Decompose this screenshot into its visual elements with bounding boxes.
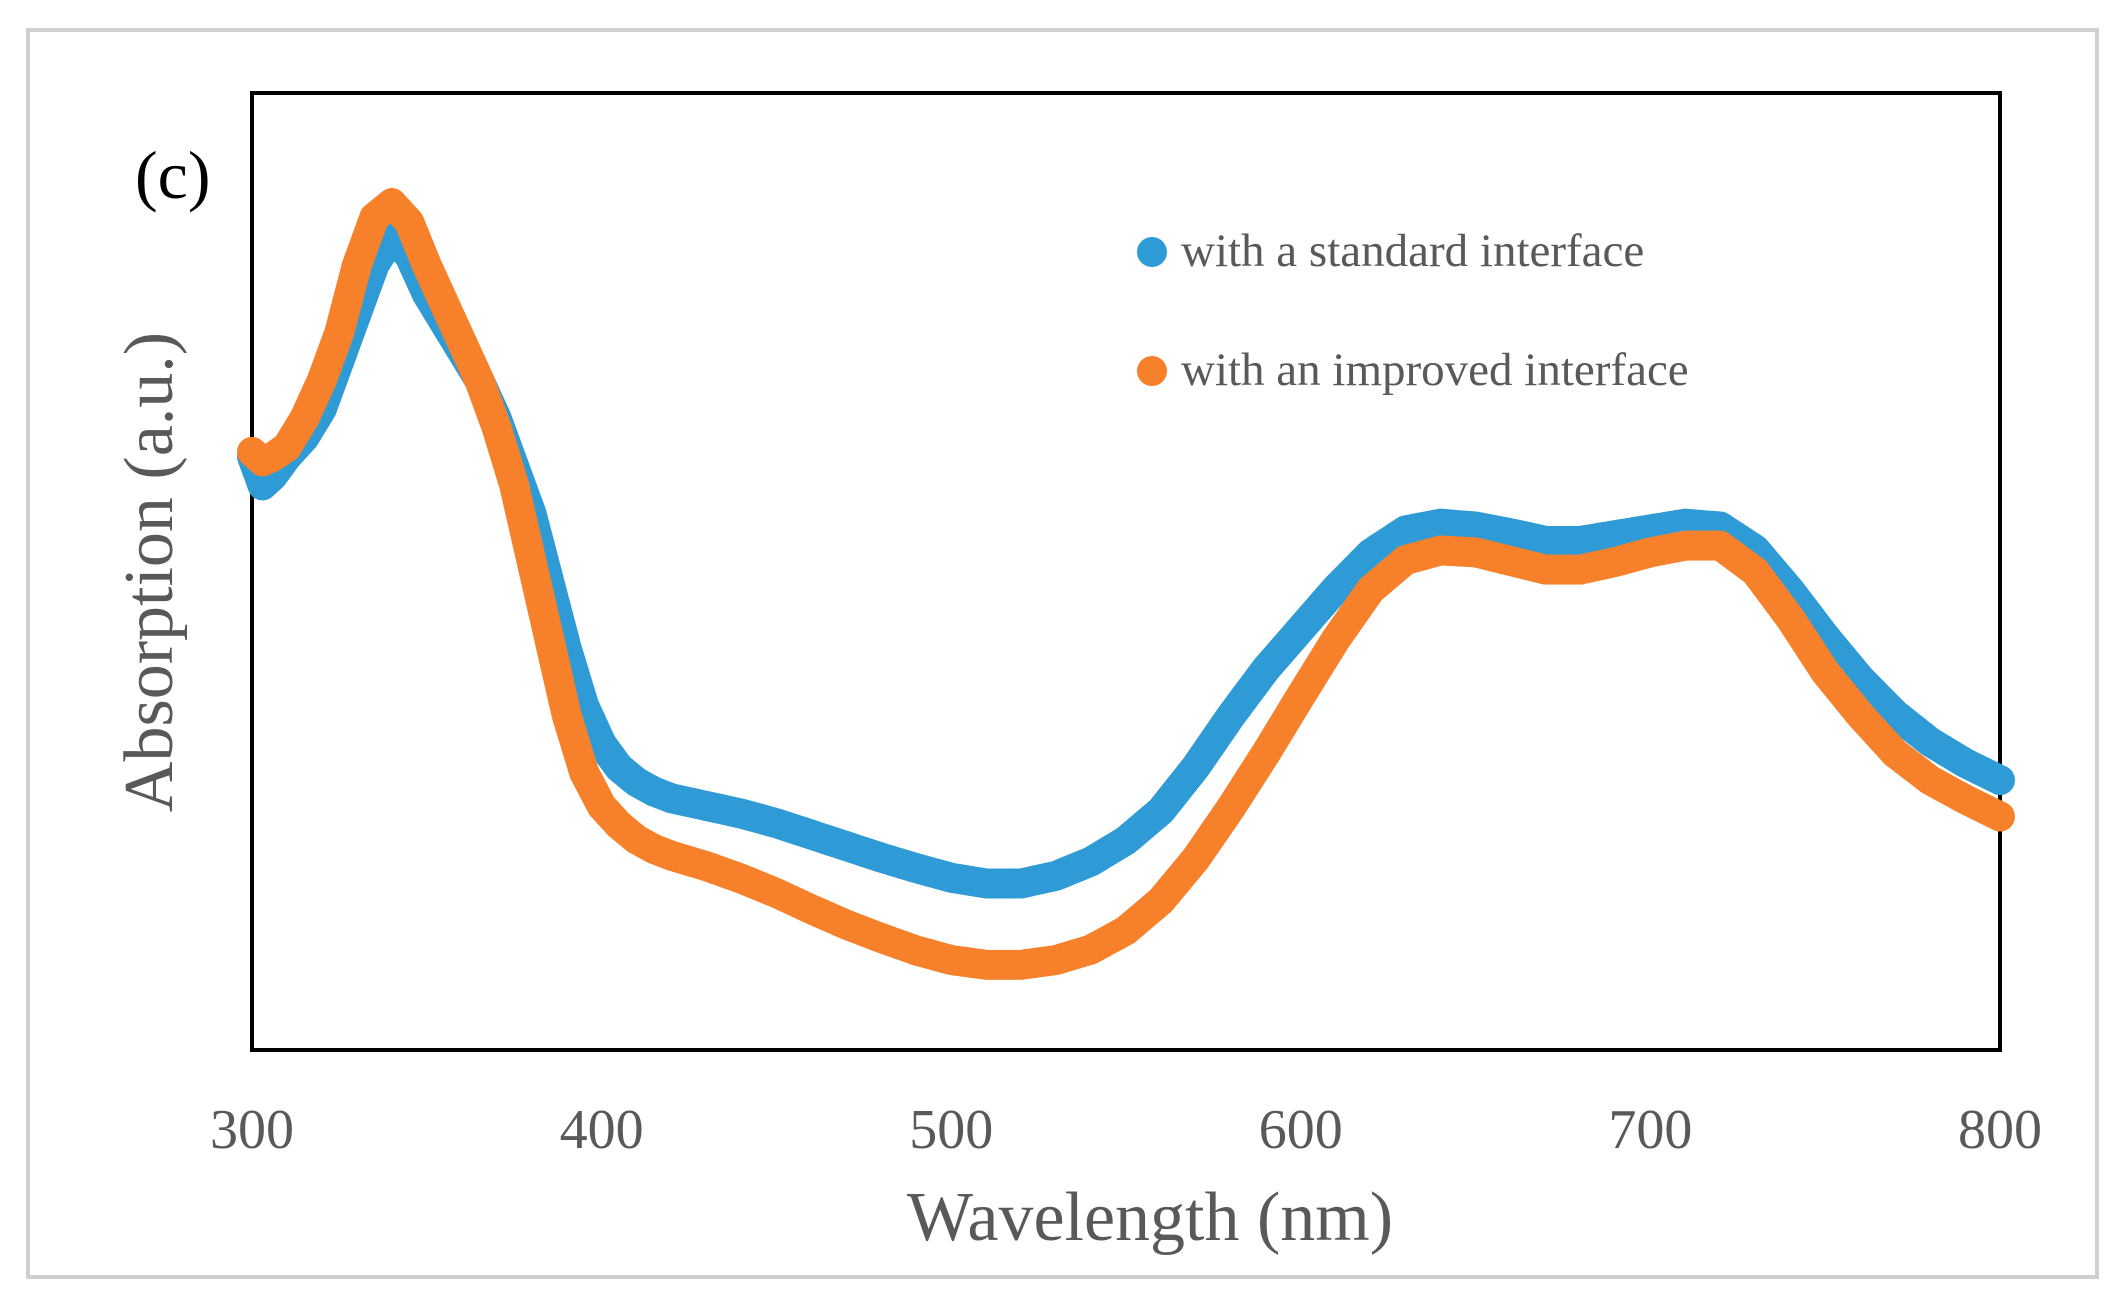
series-improved bbox=[237, 188, 2015, 980]
series-layer bbox=[237, 188, 2015, 980]
plot-area-frame bbox=[250, 91, 2002, 1052]
x-tick-label: 600 bbox=[1259, 1099, 1343, 1161]
data-point bbox=[1985, 765, 2015, 796]
x-tick-labels: 300 400 500 600 700 800 bbox=[210, 1099, 2042, 1161]
figure-border bbox=[26, 28, 2099, 1279]
x-tick-label: 400 bbox=[560, 1099, 644, 1161]
x-tick-label: 300 bbox=[210, 1099, 294, 1161]
x-tick-label: 700 bbox=[1608, 1099, 1692, 1161]
legend-marker-improved bbox=[1137, 356, 1167, 386]
x-tick-label: 800 bbox=[1958, 1099, 2042, 1161]
legend: with a standard interface with an improv… bbox=[1137, 225, 1689, 396]
legend-marker-standard bbox=[1137, 237, 1167, 267]
legend-label-improved: with an improved interface bbox=[1181, 344, 1689, 396]
y-axis-title: Absorption (a.u.) bbox=[111, 332, 188, 812]
x-axis-title: Wavelength (nm) bbox=[907, 1179, 1393, 1256]
data-point bbox=[1985, 801, 2015, 832]
panel-label: (c) bbox=[135, 137, 210, 213]
x-tick-label: 500 bbox=[909, 1099, 993, 1161]
legend-label-standard: with a standard interface bbox=[1181, 225, 1644, 277]
